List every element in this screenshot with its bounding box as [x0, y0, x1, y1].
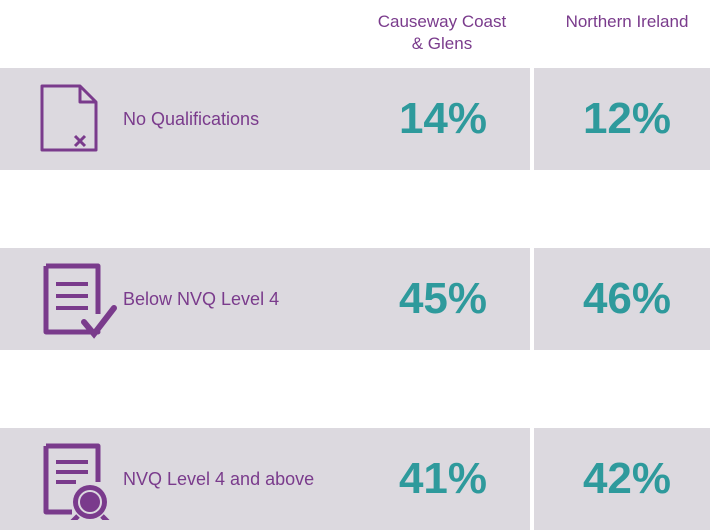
table-row: Below NVQ Level 4 45% 46% — [0, 248, 710, 350]
header-line: Northern Ireland — [565, 12, 689, 31]
value: 42% — [582, 454, 672, 503]
value: 45% — [398, 274, 488, 323]
value: 14% — [398, 94, 488, 143]
row-cell — [534, 428, 710, 530]
value: 41% — [398, 454, 488, 503]
row-label: No Qualifications — [123, 109, 260, 129]
row-cell — [534, 248, 710, 350]
column-header: Northern Ireland — [537, 11, 710, 33]
header-line: & Glens — [411, 34, 473, 53]
no-qualifications-icon — [40, 84, 98, 152]
row-label: Below NVQ Level 4 — [123, 289, 280, 309]
page: Causeway Coast & Glens Northern Ireland … — [0, 11, 710, 530]
row-cell — [0, 68, 530, 170]
nvq4-icon — [43, 443, 110, 520]
value: 12% — [582, 94, 672, 143]
header-line: Causeway Coast — [377, 12, 507, 31]
row-cell — [534, 68, 710, 170]
value: 46% — [582, 274, 672, 323]
table-row: No Qualifications 14% 12% — [0, 68, 710, 170]
row-label: NVQ Level 4 and above — [123, 469, 315, 489]
table-row: NVQ Level 4 and above 41% 42% — [0, 428, 710, 530]
below-nvq-icon — [43, 263, 117, 339]
column-header: Causeway Coast & Glens — [352, 11, 532, 55]
